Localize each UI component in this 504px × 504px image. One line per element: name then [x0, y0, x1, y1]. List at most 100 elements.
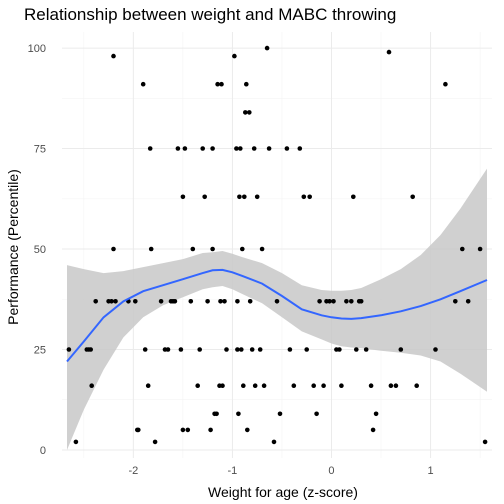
x-axis-ticks: -2 -1 0 1: [128, 465, 433, 477]
data-point: [314, 411, 319, 417]
data-point: [180, 194, 186, 200]
data-point: [180, 427, 186, 433]
data-point: [331, 299, 336, 304]
data-point: [249, 347, 255, 352]
data-point: [93, 299, 98, 304]
data-point: [339, 383, 344, 389]
y-tick-label: 100: [28, 43, 46, 55]
data-point: [172, 299, 178, 304]
data-point: [287, 347, 293, 352]
data-point: [373, 411, 379, 417]
data-point: [247, 110, 252, 115]
data-point: [264, 45, 270, 51]
data-point: [257, 347, 263, 352]
data-point: [188, 299, 194, 304]
data-point: [136, 427, 141, 433]
data-point: [317, 299, 322, 304]
data-point: [158, 299, 164, 304]
data-point: [244, 81, 249, 87]
data-point: [232, 53, 237, 59]
data-point: [251, 146, 257, 151]
data-point: [208, 427, 213, 433]
data-point: [393, 383, 399, 389]
data-point: [358, 299, 364, 304]
data-point: [220, 383, 225, 389]
x-tick-label: 1: [428, 465, 434, 477]
data-point: [218, 299, 223, 304]
data-point: [242, 194, 247, 200]
data-point: [240, 246, 245, 252]
data-point: [89, 383, 94, 389]
y-tick-label: 0: [40, 445, 46, 457]
data-point: [327, 299, 332, 304]
y-tick-label: 25: [34, 344, 46, 356]
data-point: [254, 194, 260, 200]
data-point: [109, 299, 114, 304]
data-point: [321, 383, 326, 389]
data-point: [304, 347, 310, 352]
data-point: [73, 439, 79, 445]
data-point: [247, 299, 253, 304]
data-point: [195, 383, 200, 389]
data-point: [354, 347, 359, 352]
data-point: [311, 383, 317, 389]
data-point: [386, 49, 392, 55]
y-axis-title: Performance (Percentile): [5, 169, 21, 325]
data-point: [443, 81, 448, 87]
data-point: [142, 347, 148, 352]
data-point: [182, 146, 188, 151]
data-point: [234, 146, 239, 151]
data-point: [200, 146, 205, 151]
data-point: [363, 347, 369, 352]
data-point: [482, 439, 488, 445]
data-point: [243, 110, 248, 115]
data-point: [398, 347, 404, 352]
data-point: [185, 427, 191, 433]
x-axis-title: Weight for age (z-score): [208, 484, 358, 500]
data-point: [460, 246, 465, 252]
data-point: [214, 411, 219, 417]
data-point: [453, 299, 458, 304]
data-point: [210, 146, 215, 151]
data-point: [277, 411, 283, 417]
data-point: [261, 383, 267, 389]
data-point: [388, 383, 394, 389]
data-point: [236, 411, 241, 417]
data-point: [237, 194, 242, 200]
data-point: [291, 383, 297, 389]
y-tick-label: 75: [34, 144, 46, 156]
data-point: [88, 347, 93, 352]
data-point: [224, 347, 229, 352]
data-point: [178, 347, 184, 352]
data-point: [266, 146, 272, 151]
data-point: [202, 194, 207, 200]
confidence-band: [67, 168, 487, 450]
data-point: [175, 146, 181, 151]
data-point: [238, 146, 243, 151]
data-point: [222, 299, 227, 304]
data-point: [197, 347, 202, 352]
data-point: [349, 299, 354, 304]
x-tick-label: -2: [128, 465, 138, 477]
data-point: [297, 146, 303, 151]
y-tick-label: 50: [34, 244, 46, 256]
major-gridlines: [62, 32, 492, 458]
data-point: [271, 439, 277, 445]
minor-gridlines: [62, 32, 492, 458]
data-point: [241, 383, 246, 389]
smooth-trend-line: [66, 268, 488, 363]
data-point: [235, 299, 240, 304]
x-tick-label: 0: [328, 465, 334, 477]
data-point: [148, 246, 154, 252]
data-point: [370, 427, 376, 433]
data-point: [465, 299, 471, 304]
data-point: [477, 246, 483, 252]
data-point: [239, 347, 244, 352]
data-point: [210, 246, 215, 252]
data-point: [66, 347, 72, 352]
data-point: [215, 81, 220, 87]
data-point: [252, 383, 258, 389]
data-point: [205, 299, 210, 304]
data-point: [152, 439, 158, 445]
